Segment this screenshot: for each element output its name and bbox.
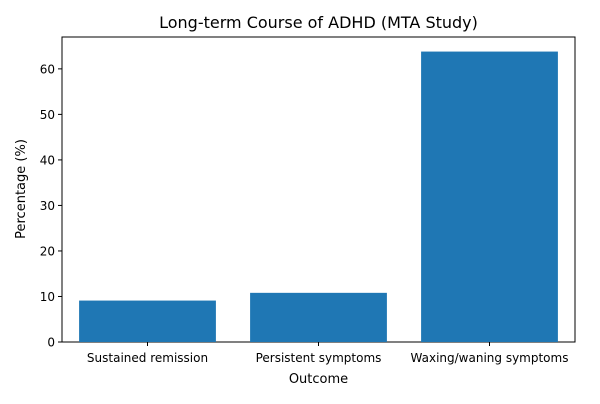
y-tick-label: 10 (40, 290, 55, 304)
bar-sustained-remission (79, 300, 216, 342)
y-tick-label: 60 (40, 62, 55, 76)
bar-persistent-symptoms (250, 292, 387, 342)
y-tick-label: 20 (40, 244, 55, 258)
y-axis: 0 10 20 30 40 50 60 (40, 62, 62, 350)
bars (79, 51, 558, 342)
x-tick-label: Persistent symptoms (256, 351, 382, 365)
y-tick-label: 30 (40, 199, 55, 213)
x-tick-label: Sustained remission (87, 351, 208, 365)
bar-waxing-waning-symptoms (421, 51, 558, 342)
x-axis-label: Outcome (289, 372, 348, 387)
y-tick-label: 0 (47, 336, 55, 350)
x-axis: Sustained remission Persistent symptoms Wa… (87, 342, 569, 365)
y-tick-label: 40 (40, 153, 55, 167)
y-axis-label: Percentage (%) (14, 139, 29, 239)
chart-title: Long-term Course of ADHD (MTA Study) (159, 13, 478, 32)
x-tick-label: Waxing/waning symptoms (411, 351, 569, 365)
y-tick-label: 50 (40, 108, 55, 122)
